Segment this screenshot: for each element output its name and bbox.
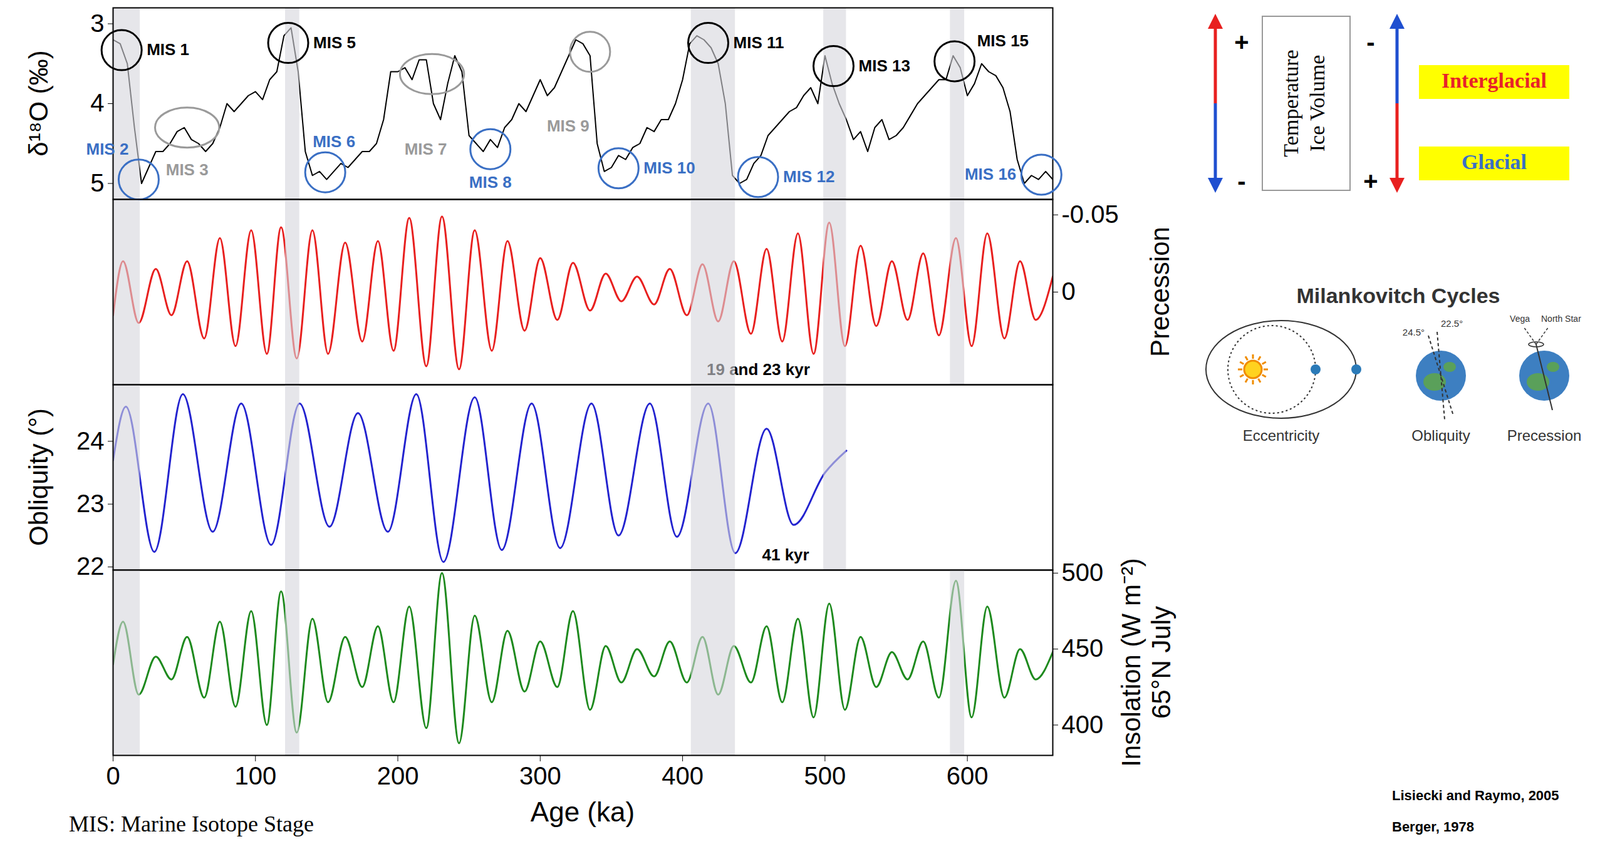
svg-text:-: - <box>1237 167 1246 195</box>
svg-text:MIS 6: MIS 6 <box>312 132 356 151</box>
svg-text:24.5°: 24.5° <box>1402 327 1425 338</box>
svg-text:Precession: Precession <box>1507 427 1582 445</box>
svg-text:MIS 16: MIS 16 <box>964 164 1017 184</box>
svg-text:MIS 15: MIS 15 <box>977 31 1029 51</box>
svg-text:-: - <box>1366 28 1375 56</box>
svg-text:0: 0 <box>105 762 120 790</box>
svg-text:Eccentricity: Eccentricity <box>1242 427 1320 445</box>
svg-text:Temperature: Temperature <box>1279 49 1303 157</box>
svg-text:200: 200 <box>377 762 420 790</box>
svg-text:MIS 13: MIS 13 <box>858 56 911 76</box>
svg-text:+: + <box>1234 28 1249 56</box>
svg-text:MIS 10: MIS 10 <box>643 158 695 178</box>
html-text:Insolation (W m⁻²): Insolation (W m⁻²) <box>1116 558 1146 768</box>
html-text:Obliquity (°): Obliquity (°) <box>23 408 54 547</box>
svg-text:0: 0 <box>1061 277 1076 306</box>
html-text:Precession: Precession <box>1145 226 1175 358</box>
svg-text:3: 3 <box>90 9 104 37</box>
html-text:Age (ka): Age (ka) <box>530 796 635 828</box>
svg-text:22.5°: 22.5° <box>1440 318 1463 329</box>
svg-text:Interglacial: Interglacial <box>1441 68 1547 93</box>
svg-text:MIS 11: MIS 11 <box>733 33 785 52</box>
svg-text:MIS 12: MIS 12 <box>783 167 835 187</box>
svg-text:400: 400 <box>1061 711 1104 739</box>
svg-text:24: 24 <box>76 427 105 455</box>
svg-text:MIS 2: MIS 2 <box>85 139 129 159</box>
html-text:Berger, 1978: Berger, 1978 <box>1392 819 1475 836</box>
svg-text:400: 400 <box>661 762 704 790</box>
svg-text:100: 100 <box>234 762 277 790</box>
svg-text:Ice Volume: Ice Volume <box>1305 55 1329 153</box>
svg-text:+: + <box>1363 167 1378 195</box>
svg-text:Glacial: Glacial <box>1461 150 1527 174</box>
html-text:Lisiecki and Raymo, 2005: Lisiecki and Raymo, 2005 <box>1392 788 1560 804</box>
svg-text:5: 5 <box>90 169 104 197</box>
svg-text:450: 450 <box>1061 634 1104 663</box>
svg-text:500: 500 <box>1061 558 1104 587</box>
svg-text:MIS 8: MIS 8 <box>469 172 512 192</box>
svg-text:4: 4 <box>90 88 104 117</box>
svg-text:MIS 1: MIS 1 <box>146 40 190 59</box>
svg-text:MIS 9: MIS 9 <box>546 116 590 136</box>
html-text:19 and 23 kyr: 19 and 23 kyr <box>706 360 810 380</box>
svg-text:Obliquity: Obliquity <box>1411 427 1470 445</box>
svg-text:22: 22 <box>76 552 105 581</box>
html-text:41 kyr: 41 kyr <box>762 545 810 565</box>
svg-text:600: 600 <box>946 762 989 790</box>
svg-text:300: 300 <box>519 762 562 790</box>
html-text:65°N July: 65°N July <box>1146 606 1176 720</box>
svg-text:Vega: Vega <box>1509 313 1530 324</box>
svg-text:-0.05: -0.05 <box>1061 200 1119 229</box>
svg-text:MIS 7: MIS 7 <box>404 139 448 159</box>
svg-text:500: 500 <box>803 762 846 790</box>
svg-text:Milankovitch Cycles: Milankovitch Cycles <box>1296 283 1500 308</box>
svg-text:MIS 3: MIS 3 <box>166 160 209 180</box>
html-text:δ¹⁸O (‰): δ¹⁸O (‰) <box>23 50 54 157</box>
svg-text:North Star: North Star <box>1541 313 1582 324</box>
svg-text:MIS 5: MIS 5 <box>313 33 356 52</box>
html-text:MIS: Marine Isotope Stage: MIS: Marine Isotope Stage <box>68 811 314 837</box>
svg-text:23: 23 <box>76 489 105 518</box>
